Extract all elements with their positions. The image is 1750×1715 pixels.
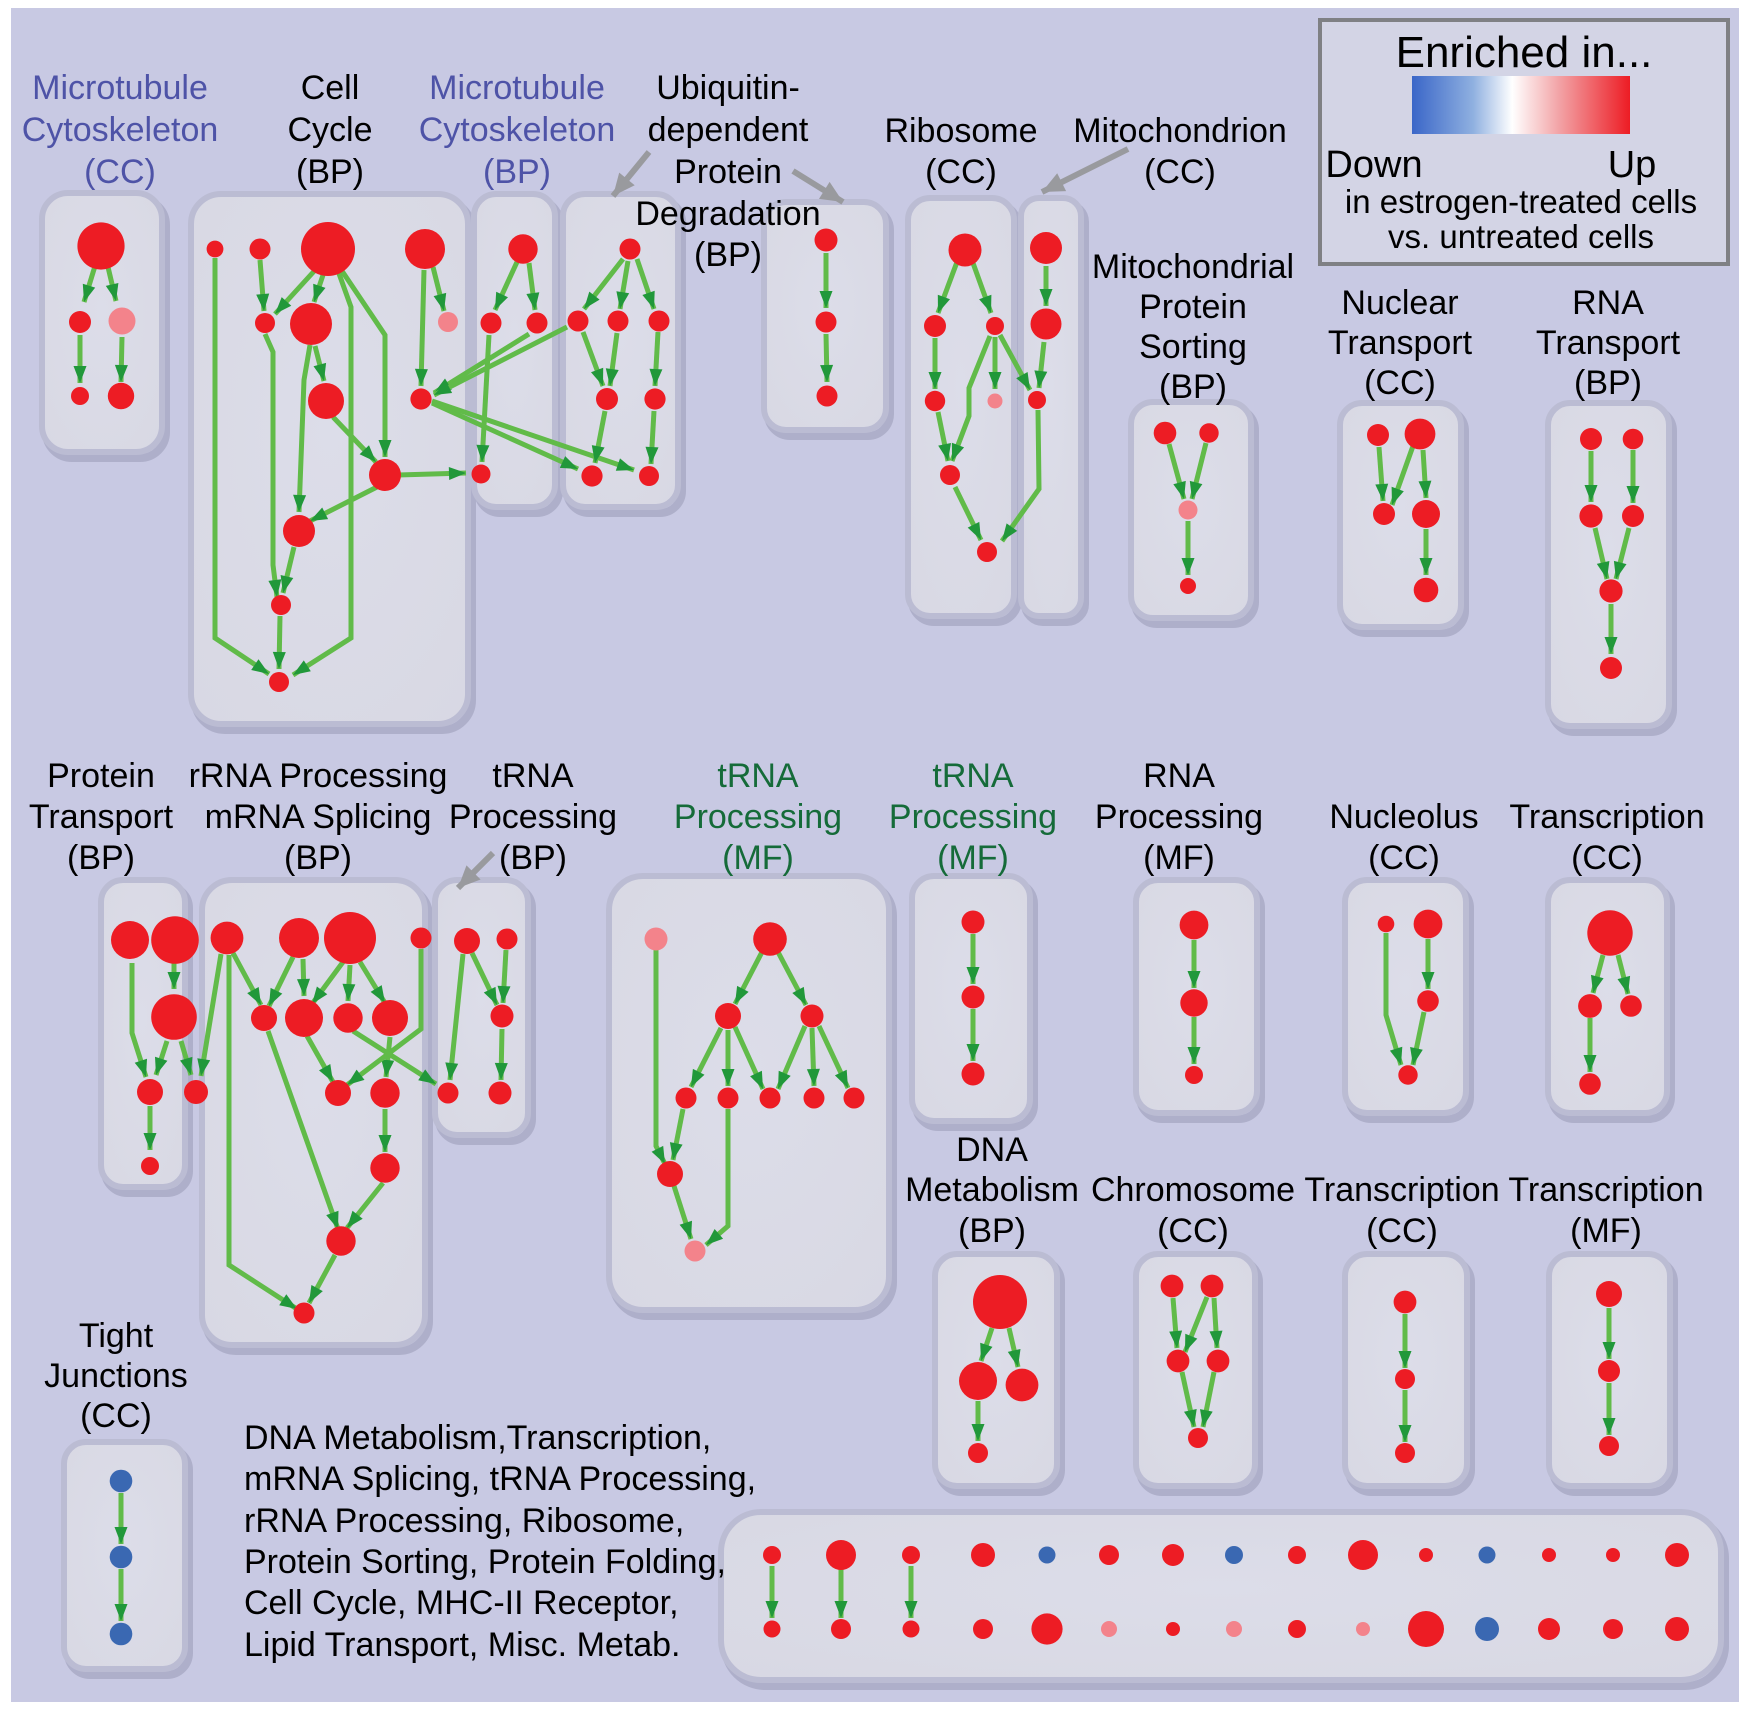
svg-text:RNA: RNA	[1143, 757, 1215, 795]
svg-text:Processing: Processing	[889, 798, 1057, 836]
svg-text:(BP): (BP)	[284, 839, 352, 877]
svg-text:(MF): (MF)	[1143, 839, 1215, 877]
svg-text:Ubiquitin-: Ubiquitin-	[656, 69, 800, 107]
svg-text:(BP): (BP)	[67, 839, 135, 877]
svg-text:Degradation: Degradation	[635, 195, 820, 233]
svg-text:(CC): (CC)	[1368, 839, 1440, 877]
svg-text:Nuclear: Nuclear	[1341, 284, 1458, 322]
svg-text:Transcription: Transcription	[1508, 1171, 1703, 1209]
svg-text:Cytoskeleton: Cytoskeleton	[419, 111, 616, 149]
svg-text:(BP): (BP)	[483, 153, 551, 191]
svg-text:(CC): (CC)	[84, 153, 156, 191]
svg-text:vs. untreated cells: vs. untreated cells	[1388, 218, 1654, 255]
svg-text:(MF): (MF)	[722, 839, 794, 877]
svg-text:(CC): (CC)	[1157, 1212, 1229, 1250]
svg-text:Cytoskeleton: Cytoskeleton	[22, 111, 219, 149]
svg-text:Cell: Cell	[301, 69, 360, 107]
svg-text:(CC): (CC)	[80, 1397, 152, 1435]
svg-text:DNA: DNA	[956, 1131, 1028, 1169]
svg-text:Processing: Processing	[1095, 798, 1263, 836]
svg-text:(BP): (BP)	[958, 1212, 1026, 1250]
svg-text:Cell Cycle, MHC-II Receptor,: Cell Cycle, MHC-II Receptor,	[244, 1584, 679, 1622]
svg-text:tRNA: tRNA	[717, 757, 799, 795]
svg-text:Transcription: Transcription	[1509, 798, 1704, 836]
svg-text:Sorting: Sorting	[1139, 328, 1247, 366]
svg-text:Mitochondrion: Mitochondrion	[1073, 112, 1287, 150]
svg-text:(CC): (CC)	[1144, 153, 1216, 191]
svg-text:mRNA Splicing, tRNA Processing: mRNA Splicing, tRNA Processing,	[244, 1460, 756, 1498]
svg-text:Tight: Tight	[79, 1317, 154, 1355]
svg-text:Ribosome: Ribosome	[884, 112, 1037, 150]
svg-text:(MF): (MF)	[1570, 1212, 1642, 1250]
svg-text:(BP): (BP)	[1159, 368, 1227, 406]
svg-text:Mitochondrial: Mitochondrial	[1092, 248, 1294, 286]
svg-text:(CC): (CC)	[1364, 364, 1436, 402]
svg-text:(BP): (BP)	[296, 153, 364, 191]
svg-text:(CC): (CC)	[925, 153, 997, 191]
svg-text:Protein Sorting, Protein Foldi: Protein Sorting, Protein Folding,	[244, 1543, 726, 1581]
svg-text:Enriched in...: Enriched in...	[1396, 28, 1653, 77]
svg-text:mRNA Splicing: mRNA Splicing	[205, 798, 432, 836]
svg-text:DNA Metabolism,Transcription,: DNA Metabolism,Transcription,	[244, 1419, 711, 1457]
svg-text:Processing: Processing	[449, 798, 617, 836]
svg-text:Transport: Transport	[1536, 324, 1681, 362]
svg-text:(CC): (CC)	[1571, 839, 1643, 877]
svg-text:Lipid Transport, Misc. Metab.: Lipid Transport, Misc. Metab.	[244, 1626, 681, 1664]
svg-text:Processing: Processing	[674, 798, 842, 836]
svg-text:Chromosome: Chromosome	[1091, 1171, 1295, 1209]
svg-text:RNA: RNA	[1572, 284, 1644, 322]
svg-text:Nucleolus: Nucleolus	[1329, 798, 1478, 836]
svg-text:rRNA Processing, Ribosome,: rRNA Processing, Ribosome,	[244, 1502, 684, 1540]
svg-text:(MF): (MF)	[937, 839, 1009, 877]
svg-text:Protein: Protein	[674, 153, 782, 191]
svg-text:(BP): (BP)	[499, 839, 567, 877]
svg-text:Down: Down	[1325, 144, 1422, 186]
svg-text:rRNA Processing: rRNA Processing	[189, 757, 448, 795]
svg-text:Microtubule: Microtubule	[32, 69, 208, 107]
svg-text:Up: Up	[1608, 144, 1657, 186]
svg-text:in estrogen-treated cells: in estrogen-treated cells	[1345, 183, 1697, 220]
svg-text:(BP): (BP)	[694, 236, 762, 274]
svg-text:tRNA: tRNA	[932, 757, 1014, 795]
svg-text:Transport: Transport	[1328, 324, 1473, 362]
svg-text:Metabolism: Metabolism	[905, 1171, 1079, 1209]
svg-text:Transcription: Transcription	[1304, 1171, 1499, 1209]
svg-text:Transport: Transport	[29, 798, 174, 836]
svg-text:tRNA: tRNA	[492, 757, 574, 795]
svg-text:Cycle: Cycle	[287, 111, 372, 149]
svg-text:Protein: Protein	[1139, 288, 1247, 326]
svg-text:(CC): (CC)	[1366, 1212, 1438, 1250]
svg-text:Protein: Protein	[47, 757, 155, 795]
svg-text:Junctions: Junctions	[44, 1357, 188, 1395]
svg-text:(BP): (BP)	[1574, 364, 1642, 402]
svg-text:Microtubule: Microtubule	[429, 69, 605, 107]
svg-text:dependent: dependent	[648, 111, 809, 149]
